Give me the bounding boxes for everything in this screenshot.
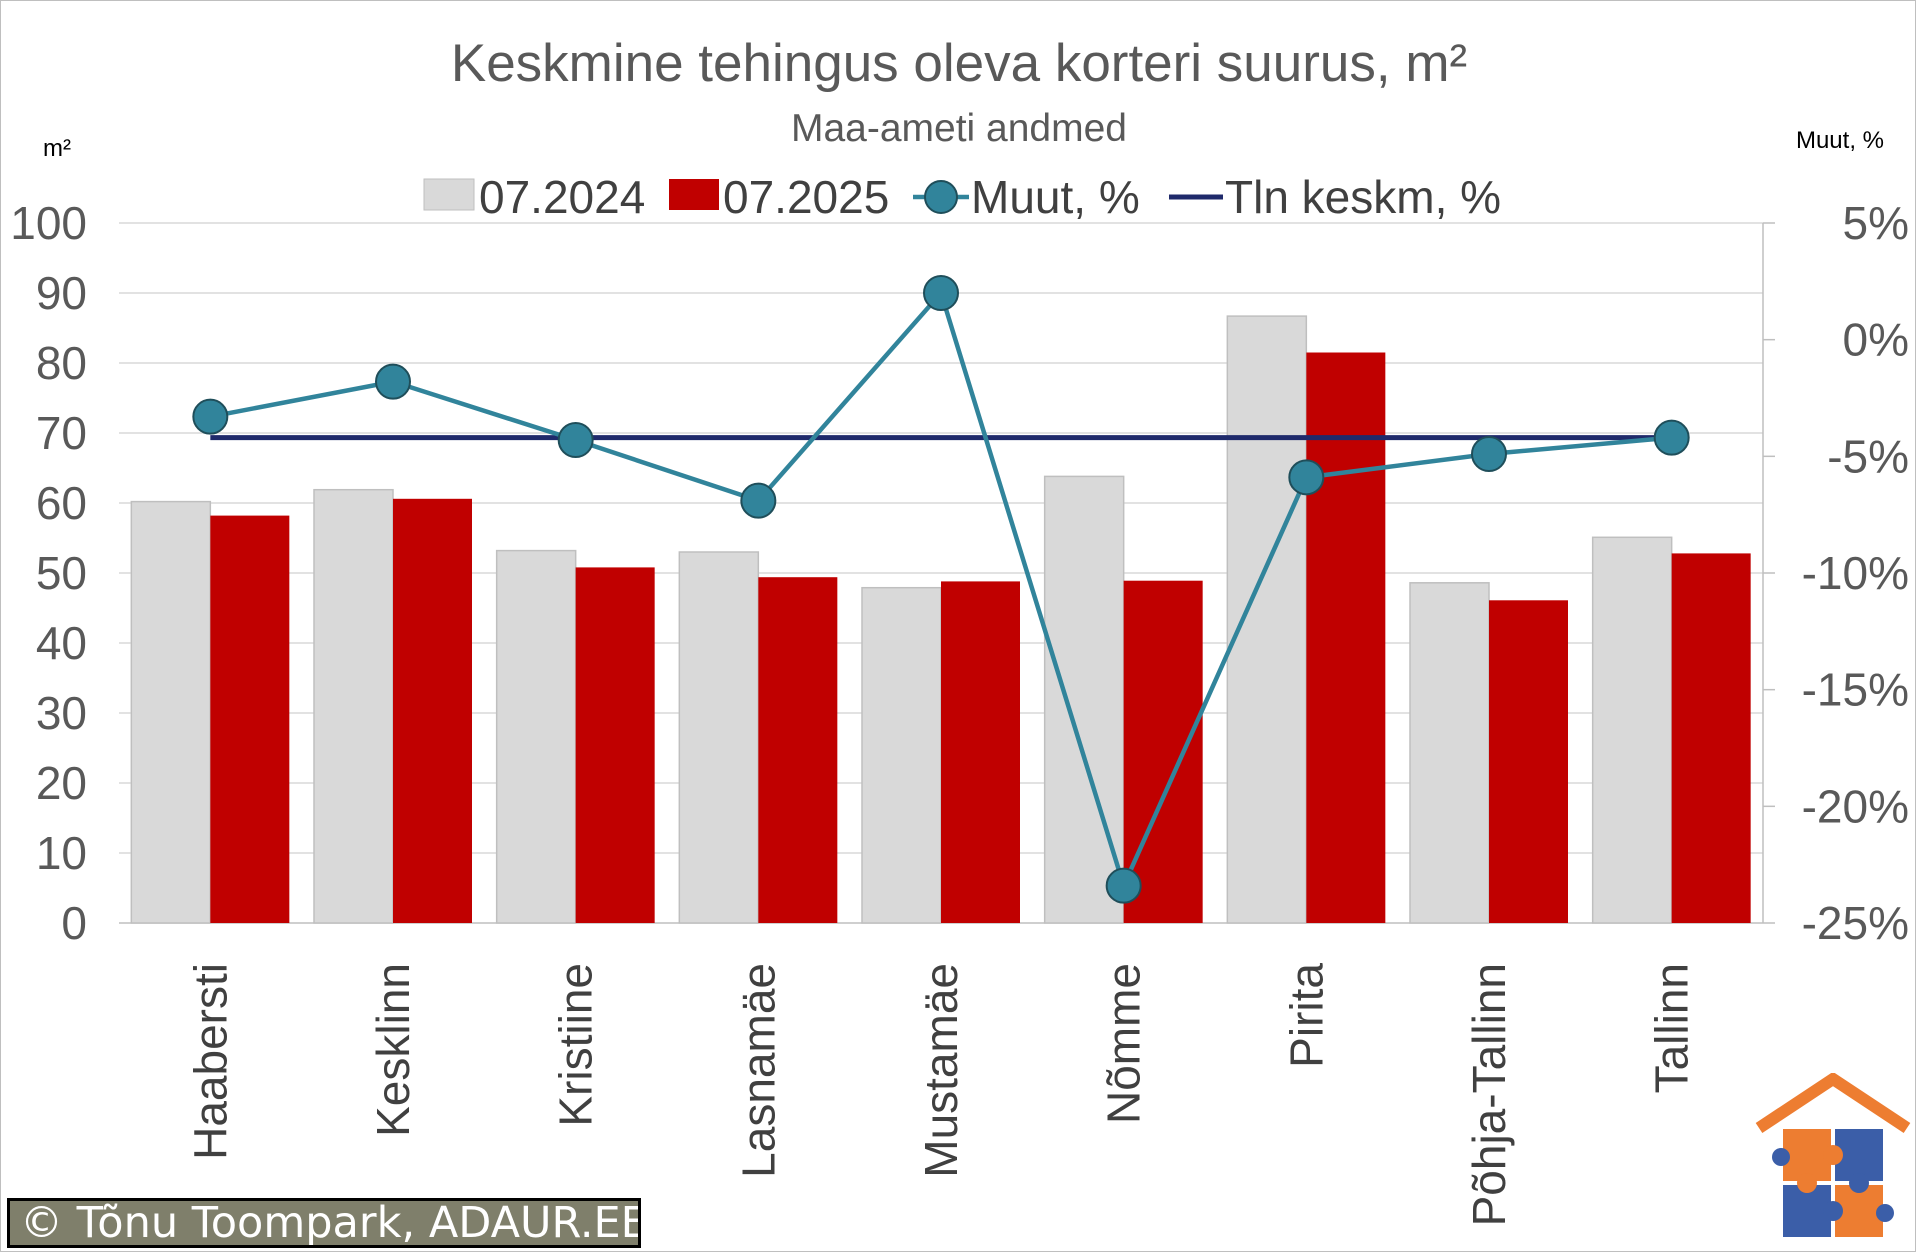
right-tick-label: -5% (1827, 430, 1909, 482)
bar-07-2025 (210, 515, 290, 923)
category-label: Pirita (1280, 963, 1332, 1068)
legend-label-muut: Muut, % (971, 171, 1140, 223)
credit-text: Tõnu Toompark, ADAUR.EE (76, 1198, 641, 1248)
left-axis-unit: m² (43, 135, 71, 162)
left-tick-label: 60 (36, 477, 87, 529)
bar-07-2025 (1306, 352, 1386, 923)
category-label: Põhja-Tallinn (1463, 963, 1515, 1226)
category-label: Kristiine (550, 963, 602, 1127)
category-label: Haabersti (184, 963, 236, 1160)
logo-knob (1772, 1148, 1790, 1166)
legend-label-07-2025: 07.2025 (723, 171, 889, 223)
left-tick-label: 100 (10, 197, 87, 249)
bar-07-2025 (1123, 580, 1203, 923)
legend: 07.2024 07.2025 Muut, % Tln keskm, % (423, 171, 1501, 223)
bar-07-2025 (1489, 600, 1568, 923)
bar-07-2025 (393, 498, 472, 923)
bar-07-2024 (1591, 536, 1673, 924)
bar-07-2025 (941, 581, 1020, 923)
right-tick-label: -10% (1802, 547, 1909, 599)
category-label: Lasnamäe (732, 963, 784, 1178)
muut-marker (1471, 436, 1507, 472)
chart-title: Keskmine tehingus oleva korteri suurus, … (451, 34, 1467, 93)
legend-marker-muut (924, 180, 958, 214)
logo-knob (1823, 1201, 1843, 1221)
left-tick-label: 30 (36, 687, 87, 739)
bar-07-2024 (130, 500, 212, 924)
logo-knob (1823, 1145, 1843, 1165)
muut-marker (1288, 459, 1325, 496)
bar-series (130, 315, 1751, 924)
category-labels: Haabersti Kesklinn Kristiine Lasnamäe Mustam… (184, 963, 1697, 1227)
muut-marker (1653, 419, 1690, 456)
left-tick-label: 20 (36, 757, 87, 809)
change-line (192, 275, 1690, 904)
adaur-logo (1755, 1073, 1911, 1237)
legend-swatch-07-2025 (669, 179, 719, 210)
logo-knob (1849, 1173, 1869, 1193)
muut-marker (375, 363, 411, 400)
muut-marker (192, 398, 229, 435)
right-tick-label: 0% (1843, 314, 1909, 366)
category-label: Tallinn (1646, 963, 1698, 1093)
bar-07-2024 (495, 549, 577, 924)
bar-07-2024 (1409, 582, 1490, 924)
category-label: Mustamäe (915, 963, 967, 1178)
bar-07-2025 (1671, 553, 1751, 923)
left-tick-label: 80 (36, 337, 87, 389)
bar-07-2024 (1043, 475, 1125, 924)
muut-marker (740, 482, 777, 519)
left-tick-label: 90 (36, 267, 87, 319)
left-tick-label: 70 (36, 407, 87, 459)
chart-subtitle: Maa-ameti andmed (791, 107, 1127, 150)
bar-07-2024 (313, 488, 394, 924)
right-tick-label: -25% (1802, 897, 1909, 949)
bar-07-2024 (678, 551, 760, 924)
left-tick-label: 40 (36, 617, 87, 669)
left-axis-ticks: 0 10 20 30 40 50 60 70 80 90 100 (10, 197, 87, 949)
legend-label-avg: Tln keskm, % (1225, 171, 1501, 223)
category-label: Nõmme (1098, 963, 1150, 1124)
right-tick-label: -20% (1802, 780, 1909, 832)
left-tick-label: 50 (36, 547, 87, 599)
legend-swatch-07-2024 (423, 178, 475, 211)
right-tick-label: -15% (1802, 664, 1909, 716)
legend-label-07-2024: 07.2024 (479, 171, 645, 223)
logo-knob (1876, 1204, 1894, 1222)
muut-marker (923, 275, 959, 311)
right-axis-ticks: -25% -20% -15% -10% -5% 0% 5% (1763, 197, 1909, 949)
left-tick-label: 0 (61, 897, 87, 949)
bar-07-2025 (575, 567, 655, 923)
right-axis-unit: Muut, % (1796, 127, 1884, 154)
muut-marker (557, 422, 594, 458)
copyright-symbol: © (20, 1198, 63, 1248)
bar-07-2025 (758, 577, 838, 923)
bar-07-2024 (861, 586, 942, 924)
credit-badge: © Tõnu Toompark, ADAUR.EE (7, 1198, 641, 1248)
logo-knob (1797, 1173, 1817, 1193)
right-tick-label: 5% (1843, 197, 1909, 249)
bar-07-2024 (1226, 315, 1308, 924)
left-tick-label: 10 (36, 827, 87, 879)
category-label: Kesklinn (367, 963, 419, 1137)
logo-roof (1755, 1073, 1911, 1134)
muut-marker (1105, 867, 1142, 904)
